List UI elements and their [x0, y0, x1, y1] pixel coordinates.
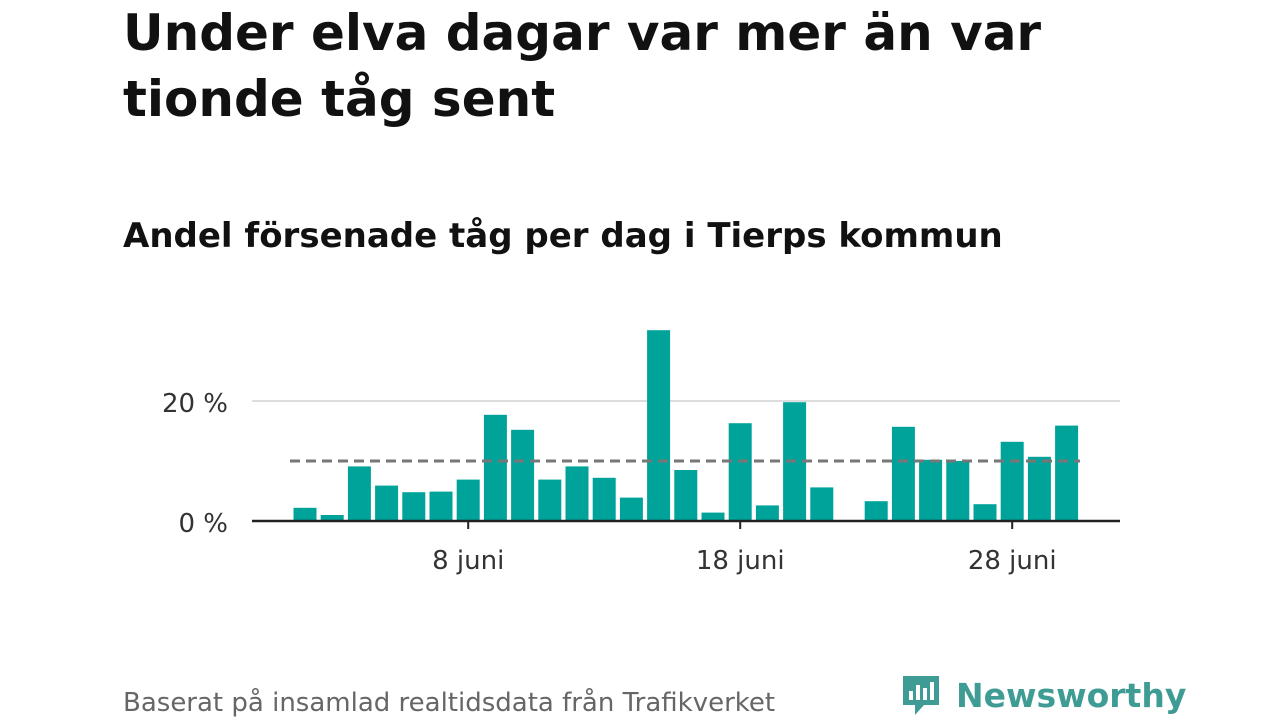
x-tick-label: 28 juni — [968, 546, 1057, 576]
bar — [456, 479, 480, 521]
bar — [565, 466, 589, 521]
bar — [701, 512, 725, 521]
bar — [674, 470, 698, 521]
bar — [728, 423, 752, 521]
bar — [891, 426, 915, 521]
bar — [1027, 456, 1051, 521]
bar — [1055, 425, 1079, 521]
brand-name: Newsworthy — [956, 675, 1187, 715]
bar — [755, 505, 779, 521]
bar — [946, 461, 970, 521]
bar — [429, 491, 453, 521]
y-tick-label: 20 % — [162, 389, 228, 419]
bars — [293, 330, 1079, 521]
newsworthy-logo-icon — [903, 676, 939, 715]
bar — [375, 485, 399, 521]
bar — [511, 429, 535, 521]
bar — [810, 487, 834, 521]
x-tick-label: 18 juni — [696, 546, 785, 576]
chart-subtitle: Andel försenade tåg per dag i Tierps kom… — [123, 216, 1003, 256]
bar — [320, 515, 344, 521]
bar — [864, 501, 888, 521]
brand-logo: Newsworthy — [900, 670, 1186, 720]
source-note: Baserat på insamlad realtidsdata från Tr… — [123, 688, 776, 718]
y-tick-label: 0 % — [178, 509, 228, 539]
bar-chart: 0 % 20 % 8 juni 18 juni 28 juni — [162, 330, 1120, 576]
bar — [592, 477, 616, 521]
axes: 0 % 20 % 8 juni 18 juni 28 juni — [162, 389, 1120, 576]
bar — [538, 479, 562, 521]
bar — [347, 466, 371, 521]
x-tick-label: 8 juni — [432, 546, 504, 576]
bar — [619, 497, 643, 521]
bar — [293, 507, 317, 521]
bar — [1000, 441, 1024, 521]
bar — [919, 459, 943, 521]
bar — [402, 492, 426, 521]
bar — [483, 414, 507, 521]
chart-title: Under elva dagar var mer än var tionde t… — [123, 4, 1042, 128]
bar — [647, 330, 671, 521]
bar — [973, 504, 997, 521]
